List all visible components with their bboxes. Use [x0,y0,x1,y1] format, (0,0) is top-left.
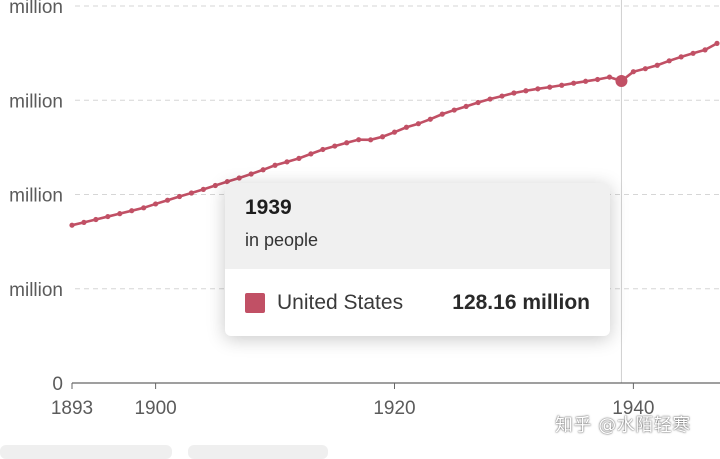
data-point[interactable] [320,146,326,153]
data-point[interactable] [260,167,266,173]
data-point[interactable] [236,175,242,181]
data-point[interactable] [81,219,87,225]
data-point[interactable] [224,179,230,185]
data-point[interactable] [666,58,672,64]
y-axis-labels: 0 million million million million [9,0,63,395]
data-point[interactable] [308,151,314,157]
data-point[interactable] [642,66,648,72]
data-point[interactable] [332,143,338,149]
bottom-tab[interactable] [0,445,172,459]
series-color-swatch [245,292,265,313]
data-point[interactable] [439,111,445,117]
data-point[interactable] [606,74,613,80]
data-point[interactable] [427,116,433,122]
data-point[interactable] [487,96,493,102]
data-point[interactable] [188,190,195,196]
data-point[interactable] [153,201,159,207]
data-point[interactable] [176,193,183,200]
data-point[interactable] [93,216,99,223]
data-point[interactable] [284,159,290,165]
data-point[interactable] [451,107,457,113]
data-point[interactable] [594,76,601,83]
tooltip-row: United States 128.16 million [225,269,610,336]
data-point[interactable] [535,86,541,92]
data-point[interactable] [368,137,374,143]
x-tick-label: 1920 [373,398,415,419]
tooltip-unit: in people [245,230,319,250]
data-point[interactable] [296,155,302,161]
bottom-tab[interactable] [188,445,328,459]
data-point[interactable] [475,99,481,106]
data-point[interactable] [714,40,720,46]
data-point[interactable] [105,213,111,220]
data-point[interactable] [499,93,505,99]
series-united-states[interactable] [69,40,720,228]
data-point[interactable] [678,54,684,60]
data-point[interactable] [690,50,696,56]
tooltip-series-name: United States [277,290,404,314]
x-tick-label: 1940 [612,398,654,419]
data-point[interactable] [559,82,565,88]
data-point[interactable] [200,186,206,192]
y-tick-label: million [9,91,63,112]
data-point[interactable] [583,78,589,84]
data-point[interactable] [141,205,147,211]
data-point[interactable] [248,171,254,177]
data-point[interactable] [511,90,517,96]
data-point[interactable] [379,134,386,140]
y-tick-label: million [9,0,63,18]
tooltip: 1939 in people United States 128.16 mill… [225,183,610,336]
data-point[interactable] [344,140,350,146]
data-point[interactable] [547,84,553,90]
data-point[interactable] [571,80,577,86]
data-point[interactable] [654,62,660,68]
data-point[interactable] [391,129,398,135]
data-point[interactable] [69,222,75,228]
tooltip-header: 1939 in people [225,183,610,269]
data-point[interactable] [356,137,362,143]
data-point[interactable] [415,121,421,127]
data-point[interactable] [523,88,529,94]
y-tick-label: million [9,186,63,207]
highlighted-point[interactable] [615,75,628,88]
data-point[interactable] [702,47,708,53]
data-point[interactable] [164,197,171,203]
data-point[interactable] [403,124,410,130]
watermark: 知乎 @水陌轻寒 [555,415,691,436]
data-point[interactable] [212,182,218,189]
x-tick-label: 1893 [51,398,93,419]
tooltip-series-value: 128.16 million [452,290,590,314]
data-point[interactable] [117,211,123,217]
x-axis: 1893 1900 1920 1940 [51,382,720,419]
y-tick-label: 0 [52,374,63,395]
y-tick-label: million [9,280,63,301]
x-tick-label: 1900 [134,398,176,419]
tooltip-year: 1939 [245,196,292,219]
data-point[interactable] [129,208,135,214]
data-point[interactable] [630,69,636,75]
data-point[interactable] [272,162,278,168]
data-point[interactable] [463,103,469,109]
